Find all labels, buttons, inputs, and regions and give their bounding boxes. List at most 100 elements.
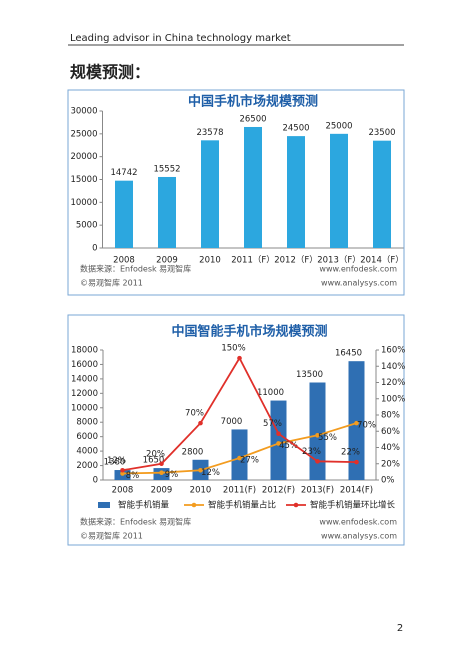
annotation: www.enfodesk.com: [319, 518, 397, 527]
bar-value-label: 24500: [282, 124, 309, 134]
line-value-label: 55%: [318, 433, 337, 443]
x-tick-label: 2008: [112, 486, 134, 496]
bar-value-label: 23578: [196, 128, 223, 138]
y-tick-label: 25000: [70, 129, 97, 139]
bar-value-label: 2800: [182, 447, 204, 457]
y2-tick-label: 60%: [381, 427, 400, 437]
y-tick-label: 8000: [76, 418, 98, 428]
line-value-label: 57%: [263, 419, 282, 429]
x-tick-label: 2011（F）: [231, 255, 275, 266]
bar: [270, 400, 287, 480]
bar-value-label: 25000: [325, 121, 352, 131]
y-tick-label: 5000: [76, 221, 98, 231]
y-tick-label: 4000: [76, 447, 98, 457]
line-value-label: 27%: [240, 456, 259, 466]
y2-tick-label: 120%: [381, 378, 405, 388]
line-marker: [276, 431, 281, 436]
bar: [244, 126, 262, 248]
legend-label: 智能手机销量环比增长: [310, 500, 396, 511]
y-tick-label: 12000: [71, 389, 98, 399]
bar: [115, 180, 133, 248]
line-value-label: 20%: [146, 449, 165, 459]
bar-value-label: 13500: [296, 370, 323, 380]
line-value-label: 150%: [221, 344, 245, 354]
y-tick-label: 14000: [71, 374, 98, 384]
bar-value-label: 23500: [368, 128, 395, 138]
x-tick-label: 2008: [113, 256, 135, 266]
bar-value-label: 11000: [257, 388, 284, 398]
y2-tick-label: 20%: [381, 459, 400, 469]
x-tick-label: 2010: [199, 256, 221, 266]
annotation: ©易观智库 2011: [80, 531, 143, 541]
bar: [287, 136, 305, 248]
annotation: 数据来源：Enfodesk 易观智库: [80, 517, 191, 527]
bar-value-label: 14742: [110, 168, 137, 178]
annotation: 数据来源：Enfodesk 易观智库: [80, 264, 191, 274]
bar-value-label: 1650: [143, 456, 165, 466]
chart-title: 中国智能手机市场规模预测: [171, 324, 327, 340]
line-value-label: 22%: [341, 448, 360, 458]
line-value-label: 70%: [357, 421, 376, 431]
x-tick-label: 2013(F): [301, 486, 334, 496]
bar: [231, 429, 248, 480]
line-marker: [120, 467, 125, 473]
x-tick-label: 2012(F): [262, 486, 295, 496]
x-tick-label: 2010: [190, 486, 212, 496]
x-tick-label: 2014（F）: [360, 255, 404, 266]
line-marker: [315, 433, 320, 438]
annotation: www.enfodesk.com: [319, 265, 397, 274]
legend-swatch: [98, 502, 110, 508]
y2-tick-label: 40%: [381, 443, 400, 453]
line-value-label: 70%: [185, 409, 204, 419]
x-tick-label: 2011(F): [223, 486, 256, 496]
annotation: ©易观智库 2011: [80, 278, 143, 288]
y-tick-label: 18000: [71, 346, 98, 356]
y-tick-label: 20000: [70, 152, 97, 162]
x-tick-label: 2012（F）: [274, 255, 318, 266]
bar-value-label: 26500: [239, 114, 266, 124]
line-marker: [198, 420, 203, 426]
y-tick-label: 30000: [70, 107, 97, 117]
x-tick-label: 2013（F）: [317, 255, 361, 266]
line-marker: [237, 455, 242, 461]
line-marker: [354, 420, 359, 426]
y2-tick-label: 100%: [381, 394, 405, 404]
bar: [158, 176, 176, 248]
line-value-label: 23%: [302, 447, 321, 457]
bar: [348, 361, 365, 480]
line-marker: [159, 461, 164, 467]
y-tick-label: 10000: [71, 403, 98, 413]
x-tick-label: 2009: [151, 486, 173, 496]
bar: [201, 140, 219, 248]
y2-tick-label: 80%: [381, 411, 400, 421]
x-tick-label: 2014(F): [340, 486, 373, 496]
header: Leading advisor in China technology mark…: [70, 33, 291, 44]
heading: 规模预测：: [70, 63, 150, 82]
line-marker: [276, 441, 281, 446]
legend-label: 智能手机销量: [118, 500, 170, 511]
line-marker: [315, 459, 320, 464]
legend-label: 智能手机销量占比: [208, 500, 276, 511]
bar-value-label: 1380: [104, 458, 126, 468]
line-value-label: 12%: [107, 456, 126, 466]
line-value-label: 8%: [126, 471, 140, 481]
line-value-label: 9%: [165, 470, 179, 480]
bar-value-label: 16450: [335, 349, 362, 359]
bar-value-label: 15552: [153, 164, 180, 174]
y2-tick-label: 0%: [381, 476, 395, 486]
bar-value-label: 7000: [221, 417, 243, 427]
bar: [373, 140, 391, 248]
line-value-label: 12%: [201, 468, 220, 478]
y-tick-label: 2000: [76, 461, 98, 471]
y-tick-label: 15000: [70, 175, 97, 185]
y2-tick-label: 140%: [381, 362, 405, 372]
y2-tick-label: 160%: [381, 346, 405, 356]
y-tick-label: 6000: [76, 432, 98, 442]
line-value-label: 45%: [279, 441, 298, 451]
y-tick-label: 0: [92, 244, 97, 254]
line-marker: [237, 355, 242, 361]
x-tick-label: 2009: [156, 256, 178, 266]
annotation: www.analysys.com: [321, 279, 397, 288]
